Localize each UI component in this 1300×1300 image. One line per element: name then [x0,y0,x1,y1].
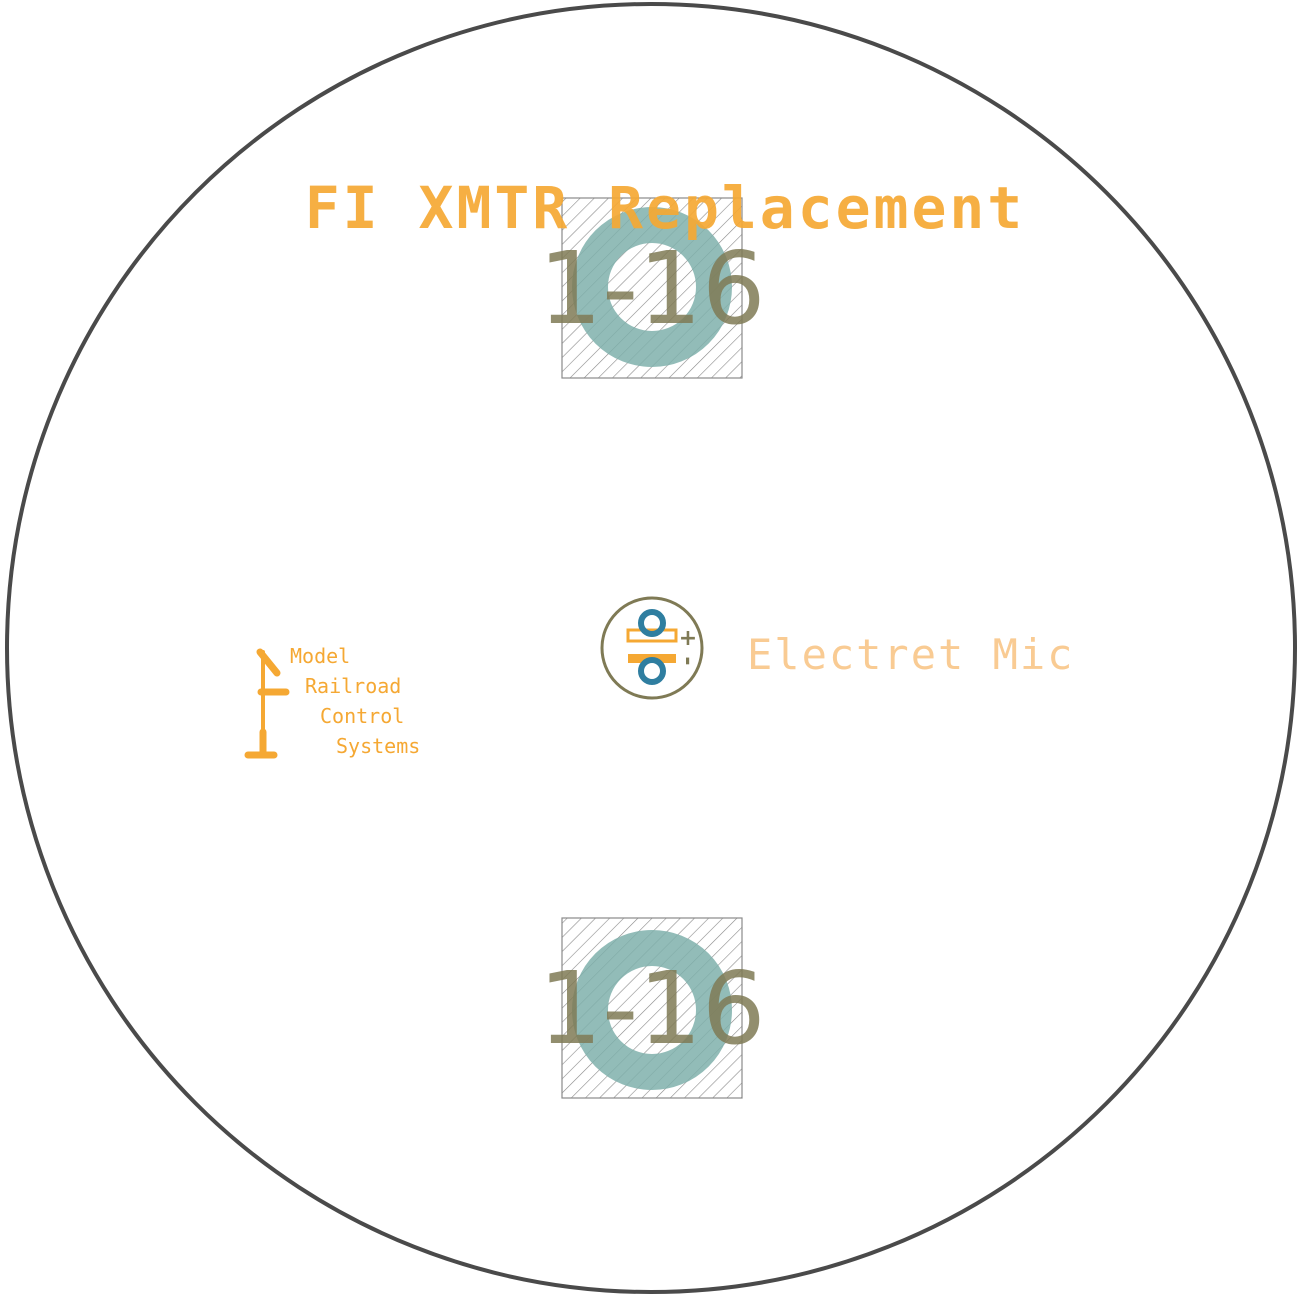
logo-line-systems: Systems [336,734,420,758]
logo-line-railroad: Railroad [305,674,401,698]
signal-mast-icon [244,648,290,759]
electret-mic-footprint: + - [600,596,704,700]
mic-outline [600,596,704,700]
mic-label: Electret Mic [747,630,1074,679]
hole-label: 1-16 [539,950,766,1067]
hole-label: 1-16 [539,230,766,347]
logo-line-model: Model [290,644,350,668]
mount-hole-bottom: 1-16 [539,917,766,1099]
polarity-minus: - [675,656,700,665]
pad-ring [572,207,732,367]
polarity-plus: + [679,626,697,651]
pad-ring [572,930,732,1090]
board-outline [5,2,1297,1294]
capacitor-plate-top [626,628,678,643]
via-top [638,609,666,637]
board-title: FI XMTR Replacement [305,174,1025,242]
mount-hole-top: 1-16 [539,197,766,379]
via-bottom [638,657,666,685]
logo-line-control: Control [320,704,404,728]
mrcs-logo: Model Railroad Control Systems [244,644,420,759]
